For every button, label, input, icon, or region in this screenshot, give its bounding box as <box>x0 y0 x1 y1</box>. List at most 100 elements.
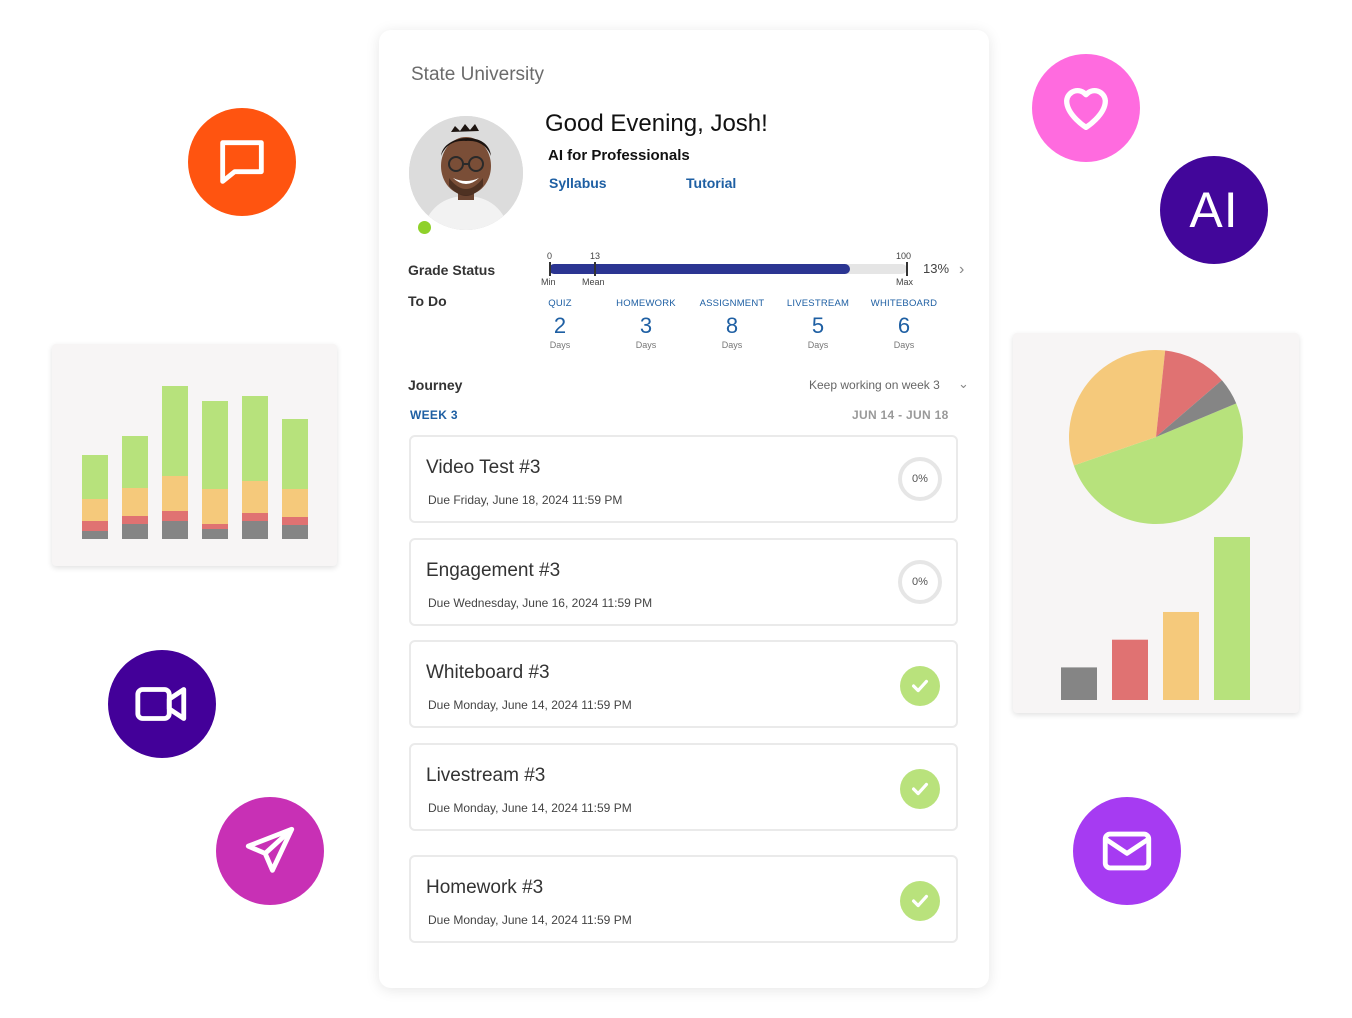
task-title: Homework #3 <box>426 877 544 898</box>
grade-min-tick <box>549 262 551 276</box>
chevron-right-icon[interactable]: › <box>959 261 965 278</box>
todo-count: 3 <box>639 313 653 338</box>
todo-unit: Days <box>721 340 743 350</box>
grade-mean-value: 13 <box>590 251 601 261</box>
ai-badge-text: AI <box>1189 182 1239 238</box>
todo-quiz[interactable]: QUIZ 2 Days <box>520 298 600 350</box>
todo-count: 6 <box>897 313 911 338</box>
week-selector[interactable]: Keep working on week 3 <box>809 378 940 392</box>
todo-homework[interactable]: HOMEWORK 3 Days <box>606 298 686 350</box>
stacked-bar-segment <box>202 529 228 539</box>
ai-badge-icon[interactable]: AI <box>1160 156 1268 264</box>
student-dashboard-card: State University Good Evening, Josh! AI … <box>379 30 989 988</box>
stacked-bar-chart-card <box>52 344 337 566</box>
stacked-bar-segment <box>82 531 108 539</box>
grade-progress-bar <box>549 264 907 274</box>
todo-count: 5 <box>811 313 825 338</box>
todo-unit: Days <box>807 340 829 350</box>
grade-progress-fill <box>549 264 850 274</box>
task-card[interactable]: Homework #3 Due Monday, June 14, 2024 11… <box>409 855 958 943</box>
checkmark-icon <box>900 666 940 706</box>
bar <box>1112 639 1148 700</box>
pie-slice <box>1156 350 1222 437</box>
grade-mean-tick <box>594 262 596 276</box>
tutorial-link[interactable]: Tutorial <box>686 175 737 191</box>
stacked-bar-segment <box>162 521 188 539</box>
todo-whiteboard[interactable]: WHITEBOARD 6 Days <box>864 298 944 350</box>
stacked-bar-segment <box>122 516 148 524</box>
chevron-down-icon[interactable]: ⌄ <box>958 376 969 391</box>
task-due-date: Due Friday, June 18, 2024 11:59 PM <box>428 493 623 507</box>
task-due-date: Due Monday, June 14, 2024 11:59 PM <box>428 913 632 927</box>
bar-chart <box>1061 537 1250 700</box>
task-card[interactable]: Livestream #3 Due Monday, June 14, 2024 … <box>409 743 958 831</box>
stacked-bar-segment <box>162 386 188 476</box>
pie-slice <box>1156 380 1237 437</box>
stacked-bar-segment <box>202 524 228 529</box>
task-due-date: Due Monday, June 14, 2024 11:59 PM <box>428 801 632 815</box>
stacked-bar-segment <box>242 481 268 513</box>
bar <box>1214 537 1250 700</box>
todo-category: WHITEBOARD <box>870 298 938 309</box>
week-label: WEEK 3 <box>410 408 458 422</box>
grade-min-value: 0 <box>547 251 553 261</box>
greeting-heading: Good Evening, Josh! <box>545 110 768 137</box>
task-title: Whiteboard #3 <box>426 662 550 683</box>
task-card[interactable]: Engagement #3 Due Wednesday, June 16, 20… <box>409 538 958 626</box>
pie-slice <box>1069 350 1166 466</box>
avatar[interactable] <box>409 116 523 230</box>
pie-bar-chart-card <box>1013 333 1299 713</box>
stacked-bar-segment <box>162 476 188 511</box>
bar <box>1061 667 1097 700</box>
chat-bubble-icon[interactable] <box>188 108 296 216</box>
stacked-bar-segment <box>122 436 148 488</box>
task-title: Livestream #3 <box>426 765 546 786</box>
todo-label: To Do <box>408 293 447 309</box>
pie-slice <box>1073 403 1243 524</box>
todo-unit: Days <box>549 340 571 350</box>
checkmark-icon <box>900 769 940 809</box>
stacked-bar-segment <box>282 419 308 489</box>
stacked-bar-segment <box>242 396 268 481</box>
stacked-bar-segment <box>122 488 148 516</box>
task-title: Video Test #3 <box>426 457 541 478</box>
grade-percent: 13% <box>923 261 950 276</box>
journey-label: Journey <box>408 377 463 393</box>
stacked-bar-segment <box>162 511 188 521</box>
course-title: AI for Professionals <box>548 147 690 164</box>
grade-mean-label: Mean <box>582 277 605 287</box>
todo-category: LIVESTREAM <box>786 298 850 309</box>
stacked-bar-segment <box>242 521 268 539</box>
todo-livestream[interactable]: LIVESTREAM 5 Days <box>778 298 858 350</box>
mail-icon[interactable] <box>1073 797 1181 905</box>
todo-category: ASSIGNMENT <box>699 298 765 309</box>
stacked-bar-segment <box>122 524 148 539</box>
syllabus-link[interactable]: Syllabus <box>549 175 607 191</box>
task-card[interactable]: Whiteboard #3 Due Monday, June 14, 2024 … <box>409 640 958 728</box>
paper-plane-icon[interactable] <box>216 797 324 905</box>
stacked-bar-segment <box>202 401 228 489</box>
todo-assignment[interactable]: ASSIGNMENT 8 Days <box>692 298 772 350</box>
stacked-bar-segment <box>82 455 108 499</box>
progress-ring: 0% <box>898 560 942 604</box>
todo-category: HOMEWORK <box>616 298 676 309</box>
task-card[interactable]: Video Test #3 Due Friday, June 18, 2024 … <box>409 435 958 523</box>
stacked-bar-segment <box>282 525 308 539</box>
task-due-date: Due Monday, June 14, 2024 11:59 PM <box>428 698 632 712</box>
grade-max-tick <box>906 262 908 276</box>
grade-min-label: Min <box>541 277 556 287</box>
heart-icon[interactable] <box>1032 54 1140 162</box>
bar <box>1163 611 1199 700</box>
stacked-bar-segment <box>82 521 108 531</box>
todo-unit: Days <box>635 340 657 350</box>
stacked-bar-segment <box>82 499 108 521</box>
stacked-bar-segment <box>242 513 268 521</box>
stacked-bar-chart <box>82 386 308 539</box>
grade-max-label: Max <box>896 277 914 287</box>
todo-unit: Days <box>893 340 915 350</box>
university-name: State University <box>411 64 545 85</box>
video-camera-icon[interactable] <box>108 650 216 758</box>
todo-count: 8 <box>725 313 739 338</box>
grade-status-label: Grade Status <box>408 262 496 278</box>
stacked-bar-segment <box>202 489 228 524</box>
